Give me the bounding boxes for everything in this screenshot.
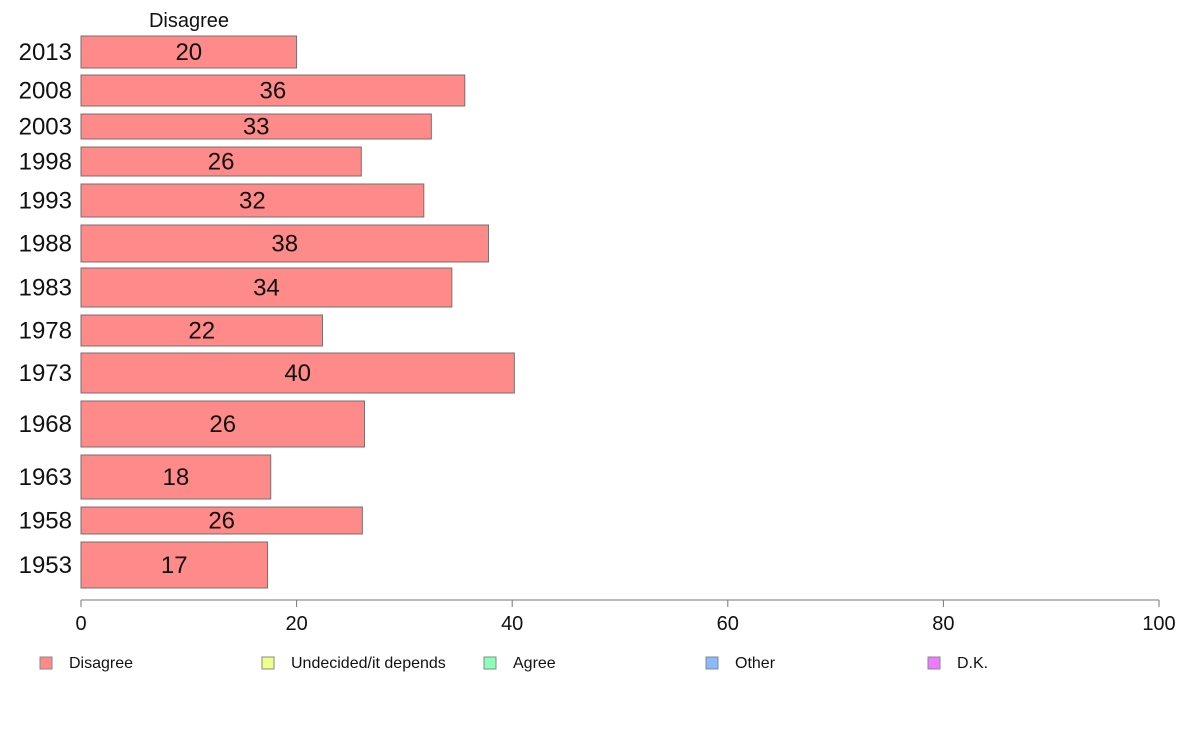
bar-1993 [80,183,425,218]
legend-swatch-4 [927,656,941,670]
year-label-1993: 1993 [19,188,72,215]
legend: Disagree Undecided/it depends Agree Other D.… [39,655,988,672]
bar-1998 [80,146,362,177]
x-tick-label-0: 0 [75,613,86,635]
legend-swatch-2 [483,656,497,670]
data-label-1953: 17 [161,552,188,579]
year-label-2008: 2008 [19,78,72,105]
bar-1953 [80,541,268,589]
legend-swatch-1 [261,656,275,670]
x-axis: 0 20 40 60 80 100 [75,599,1176,635]
year-label-1998: 1998 [19,149,72,176]
year-label-1953: 1953 [19,552,72,579]
legend-label-2: Agree [513,655,556,672]
x-tick-label-20: 20 [285,613,307,635]
year-label-2013: 2013 [19,39,72,66]
year-label-2003: 2003 [19,114,72,141]
year-label-1963: 1963 [19,464,72,491]
year-label-1988: 1988 [19,231,72,258]
bar-2003 [80,113,432,140]
column-header: Disagree [149,10,229,32]
data-label-2008: 36 [260,78,287,105]
year-label-1983: 1983 [19,275,72,302]
data-label-1958: 26 [208,508,235,535]
bar-1958 [80,506,363,535]
legend-swatch-3 [705,656,719,670]
data-label-1983: 34 [253,275,280,302]
x-tick-label-80: 80 [932,613,954,635]
legend-label-4: D.K. [957,655,988,672]
data-label-2013: 20 [175,39,202,66]
bar-1978 [80,314,323,347]
bar-2008 [80,74,466,107]
data-label-2003: 33 [243,114,270,141]
data-label-1993: 32 [239,188,266,215]
data-label-1998: 26 [208,149,235,176]
legend-label-0: Disagree [69,655,133,672]
bar-1983 [80,267,453,308]
data-label-1963: 18 [163,464,190,491]
bar-1973 [80,352,515,394]
data-label-1988: 38 [271,231,298,258]
x-tick-label-100: 100 [1142,613,1175,635]
bar-2013 [80,35,298,69]
legend-label-3: Other [735,655,776,672]
legend-label-1: Undecided/it depends [291,655,446,672]
bar-1963 [80,454,272,500]
bar-1968 [80,400,366,448]
bars-group: 2013 20 2008 36 2003 33 1998 26 1993 32 1988 38 1983… [19,35,515,589]
data-label-1978: 22 [188,318,215,345]
data-label-1973: 40 [284,360,311,387]
year-label-1958: 1958 [19,508,72,535]
data-label-1968: 26 [209,411,236,438]
x-tick-label-40: 40 [501,613,523,635]
year-label-1978: 1978 [19,318,72,345]
legend-swatch-0 [39,656,53,670]
x-tick-label-60: 60 [717,613,739,635]
bar-1988 [80,224,489,263]
year-label-1968: 1968 [19,411,72,438]
year-label-1973: 1973 [19,360,72,387]
